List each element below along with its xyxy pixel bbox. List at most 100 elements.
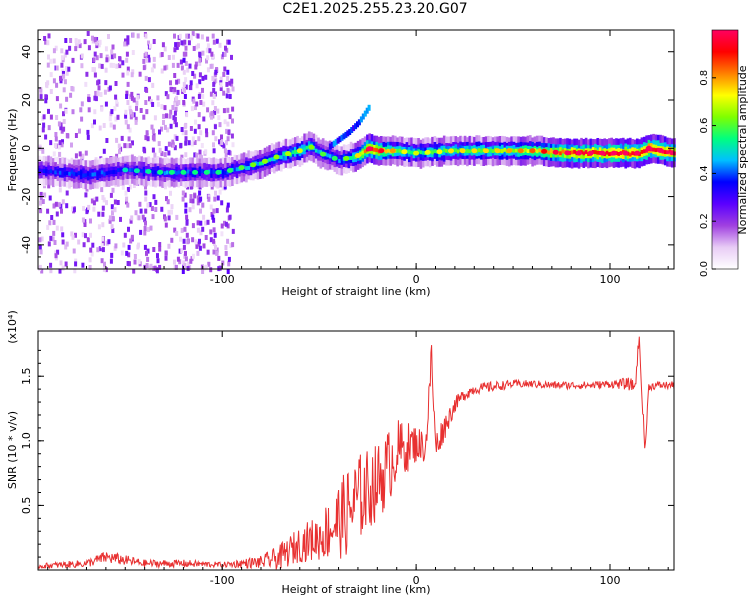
spectrogram-hot-spot <box>587 150 594 156</box>
spectrogram-noise-cell <box>47 33 51 39</box>
spectrogram-noise-cell <box>224 250 228 256</box>
spectrogram-ridge-cell <box>491 149 495 153</box>
spectrogram-noise-cell <box>121 72 125 78</box>
spectrogram-noise-cell <box>144 33 148 39</box>
spectrogram-noise-cell <box>65 49 69 55</box>
spectrogram-noise-cell <box>165 64 169 70</box>
spectrogram-noise-cell <box>214 244 217 250</box>
spectrogram-ridge-cell <box>326 153 330 158</box>
spectrogram-ridge-cell <box>259 161 262 166</box>
spectrogram-ridge-cell <box>352 155 355 159</box>
spectrogram-noise-cell <box>118 63 122 69</box>
spectrogram-ridge-cell <box>119 167 122 172</box>
spectrogram-noise-cell <box>85 71 89 77</box>
spectrogram-noise-cell <box>158 242 162 247</box>
spectrogram-noise-cell <box>47 108 50 114</box>
spectrogram-ridge-cell <box>605 150 609 155</box>
spectrogram-noise-cell <box>173 259 176 265</box>
spectrogram-noise-cell <box>215 250 219 256</box>
spectrogram-hot-spot <box>133 168 140 174</box>
spectrogram-ridge-cell <box>212 170 216 174</box>
spectrogram-noise-cell <box>50 215 54 220</box>
spectrogram-noise-cell <box>231 228 235 234</box>
spectrogram-ridge-cell <box>38 168 41 173</box>
spectrogram-noise-cell <box>84 150 88 156</box>
spectrogram-noise-cell <box>192 46 196 51</box>
spectrogram-noise-cell <box>209 63 213 69</box>
spectrogram-noise-cell <box>163 124 167 130</box>
spectrogram-noise-cell <box>126 124 130 130</box>
spectrogram-noise-cell <box>158 246 162 252</box>
spectrogram-noise-cell <box>107 34 110 39</box>
spectrogram-hot-spot <box>494 148 501 154</box>
spectrogram-ridge-cell <box>503 147 506 152</box>
spectrogram-ridge-cell <box>317 149 320 154</box>
spectrogram-noise-cell <box>88 265 92 270</box>
spectrogram-noise-cell <box>105 200 108 206</box>
spectrogram-noise-cell <box>110 252 114 258</box>
spectrogram-ridge-cell <box>515 148 518 153</box>
spectrogram-noise-cell <box>183 226 187 232</box>
spectrogram-noise-cell <box>219 76 223 82</box>
spectrogram-noise-cell <box>163 46 167 52</box>
spectrogram-noise-cell <box>62 126 66 132</box>
spectrogram-noise-cell <box>93 72 97 78</box>
spectrogram-ridge-cell <box>61 170 64 175</box>
spectrogram-branch-cell <box>342 133 346 140</box>
spectrogram-noise-cell <box>103 89 107 95</box>
spectrogram-noise-cell <box>59 103 63 109</box>
spectrogram-noise-cell <box>87 97 91 103</box>
spectrogram-noise-cell <box>188 207 192 213</box>
spectrogram-noise-cell <box>65 70 69 76</box>
spectrogram-noise-cell <box>56 249 60 255</box>
spectrogram-noise-cell <box>55 211 59 217</box>
spectrogram-noise-cell <box>54 45 58 51</box>
spectrogram-ridge-cell <box>294 149 297 154</box>
spectrogram-ridge-cell <box>86 171 90 176</box>
spectrogram-ridge-cell <box>640 150 644 154</box>
spectrogram-noise-cell <box>206 55 210 61</box>
spectrogram-branch-cell <box>348 129 352 135</box>
spectrogram-noise-cell <box>198 51 202 57</box>
spectrogram-ridge-cell <box>608 152 611 156</box>
spectrogram-noise-cell <box>212 217 216 223</box>
spectrogram-noise-cell <box>226 238 230 244</box>
spectrogram-noise-cell <box>223 148 227 154</box>
spectrogram-ridge-cell <box>72 171 76 176</box>
spectrogram-noise-cell <box>228 114 232 120</box>
spectrogram-ridge-cell <box>305 145 309 150</box>
spectrogram-ridge-cell <box>154 170 157 175</box>
spectrogram-noise-cell <box>224 245 228 250</box>
snr-y-tick-label: 1.5 <box>20 367 33 385</box>
spectrogram-ridge-cell <box>361 150 364 155</box>
spectrogram-noise-cell <box>174 106 178 112</box>
spectrogram-noise-cell <box>101 205 105 211</box>
spectrogram-noise-cell <box>49 235 53 241</box>
spectrogram-panel: -100 0 100 -40 -20 0 20 40 Height of straight … <box>6 29 676 298</box>
spectrogram-noise-cell <box>198 57 202 63</box>
spectrogram-noise-cell <box>123 143 127 149</box>
spectrogram-noise-cell <box>130 91 134 97</box>
spectrogram-noise-cell <box>109 192 113 198</box>
snr-x-tick-label: -100 <box>210 574 235 587</box>
spectrogram-noise-cell <box>198 154 202 160</box>
spectrogram-noise-cell <box>144 135 148 141</box>
spectrogram-noise-cell <box>146 256 150 262</box>
spectrogram-noise-cell <box>74 258 78 264</box>
spectrogram-hot-spot <box>424 149 431 155</box>
spectrogram-noise-cell <box>220 134 223 140</box>
snr-y-ticks: 0.5 1.0 1.5 <box>20 349 674 558</box>
spectrogram-noise-cell <box>103 261 106 267</box>
spectrogram-noise-cell <box>191 136 195 142</box>
spectrogram-hot-spot <box>238 165 245 171</box>
spectrogram-ridge-cell <box>547 150 551 155</box>
spectrogram-noise-cell <box>60 226 64 232</box>
spectrogram-noise-cell <box>127 226 130 232</box>
spectrogram-noise-cell <box>117 143 121 149</box>
spectrogram-noise-cell <box>113 207 117 213</box>
spectrogram-ridge-cell <box>570 150 574 155</box>
spectrogram-noise-cell <box>133 259 137 265</box>
spectrogram-noise-cell <box>186 33 190 39</box>
spectrogram-ridge-cell <box>328 154 332 159</box>
spectrogram-noise-cell <box>230 54 233 60</box>
